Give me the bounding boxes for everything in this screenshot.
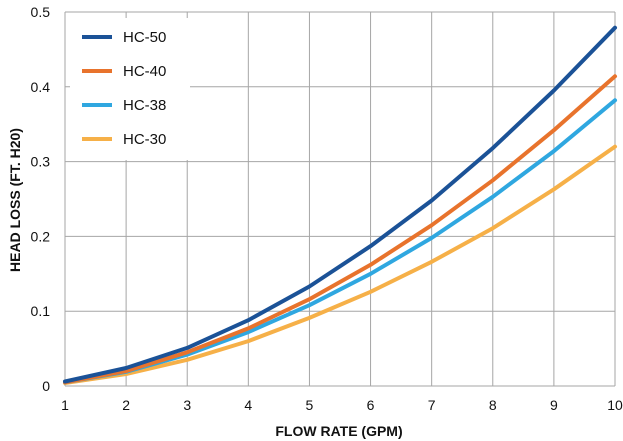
- legend-background: [70, 18, 190, 160]
- series-line-hc-50: [63, 25, 617, 384]
- y-axis-title: HEAD LOSS (FT. H20): [7, 128, 23, 272]
- x-axis-ticks: 1 2 3 4 5 6 7 8 9 10: [61, 397, 623, 413]
- x-tick-label: 4: [244, 397, 252, 413]
- y-tick-label: 0.5: [31, 4, 51, 20]
- y-tick-label: 0.2: [31, 228, 51, 244]
- legend: HC-50 HC-40 HC-38 HC-30: [70, 18, 190, 160]
- grid: [64, 11, 616, 387]
- x-tick-label: 9: [550, 397, 558, 413]
- x-tick-label: 8: [489, 397, 497, 413]
- legend-label-hc-30: HC-30: [123, 131, 166, 148]
- x-tick-label: 1: [61, 397, 69, 413]
- x-axis-title: FLOW RATE (GPM): [275, 423, 402, 439]
- y-tick-label: 0.4: [31, 79, 51, 95]
- x-tick-label: 3: [183, 397, 191, 413]
- legend-label-hc-38: HC-38: [123, 97, 166, 114]
- y-tick-label: 0: [42, 378, 50, 394]
- legend-label-hc-50: HC-50: [123, 29, 166, 46]
- series-line-hc-30: [63, 144, 617, 385]
- y-tick-label: 0.1: [31, 303, 51, 319]
- x-tick-label: 2: [122, 397, 130, 413]
- x-tick-label: 10: [607, 397, 623, 413]
- y-axis-ticks: 0 0.1 0.2 0.3 0.4 0.5: [31, 4, 51, 394]
- series-lines: [63, 25, 617, 385]
- x-tick-label: 5: [306, 397, 314, 413]
- series-line-hc-40: [63, 74, 617, 385]
- legend-label-hc-40: HC-40: [123, 63, 166, 80]
- y-tick-label: 0.3: [31, 154, 51, 170]
- x-tick-label: 7: [428, 397, 436, 413]
- x-tick-label: 6: [367, 397, 375, 413]
